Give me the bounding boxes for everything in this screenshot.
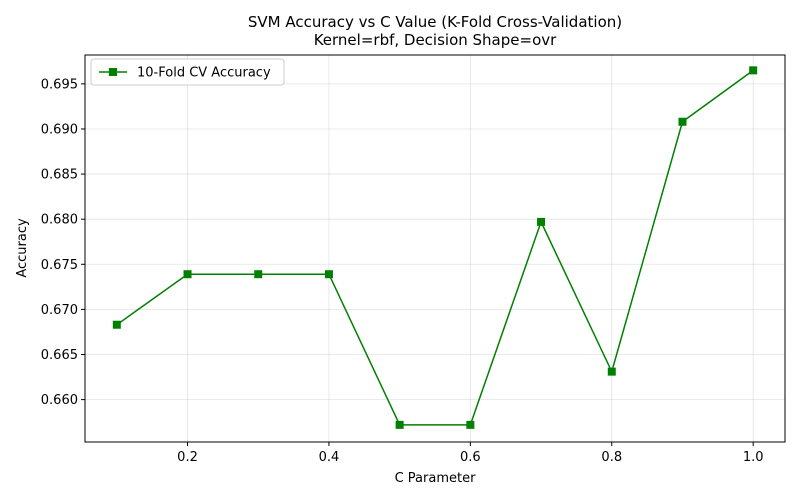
data-point-marker [678,117,687,126]
legend-entry-label: 10-Fold CV Accuracy [137,66,271,81]
x-tick-label: 0.6 [460,450,481,465]
series-layer [112,66,758,429]
data-point-marker [466,420,475,429]
x-tick-label: 0.4 [319,450,340,465]
y-axis-label: Accuracy [15,218,30,278]
data-point-marker [324,270,333,279]
grid-lines [85,55,785,442]
y-tick-label: 0.660 [41,393,78,408]
y-tick-label: 0.680 [41,213,78,228]
x-tick-label: 0.8 [601,450,622,465]
data-point-marker [183,270,192,279]
chart-subtitle: Kernel=rbf, Decision Shape=ovr [314,31,557,49]
y-tick-label: 0.685 [41,168,78,183]
data-point-marker [395,420,404,429]
y-tick-label: 0.695 [41,77,78,92]
legend-box [90,58,285,86]
y-tick-label: 0.670 [41,303,78,318]
plot-area-frame [84,54,786,443]
chart-title: SVM Accuracy vs C Value (K-Fold Cross-Va… [248,13,622,31]
series-line [116,69,754,426]
y-tick-label: 0.665 [41,348,78,363]
axis-ticks: 0.2 0.4 0.6 0.8 1.0 0.660 0.665 0.670 0.675 0.680… [41,77,764,465]
legend-marker-swatch [109,68,117,76]
y-tick-label: 0.675 [41,258,78,273]
data-point-marker [607,367,616,376]
x-tick-label: 0.2 [177,450,198,465]
data-point-marker [254,270,263,279]
data-point-marker [112,320,121,329]
data-point-marker [749,66,758,75]
legend: 10-Fold CV Accuracy [90,58,285,86]
x-axis-label: C Parameter [395,471,476,486]
y-tick-label: 0.690 [41,122,78,137]
x-tick-label: 1.0 [743,450,764,465]
data-point-marker [537,217,546,226]
